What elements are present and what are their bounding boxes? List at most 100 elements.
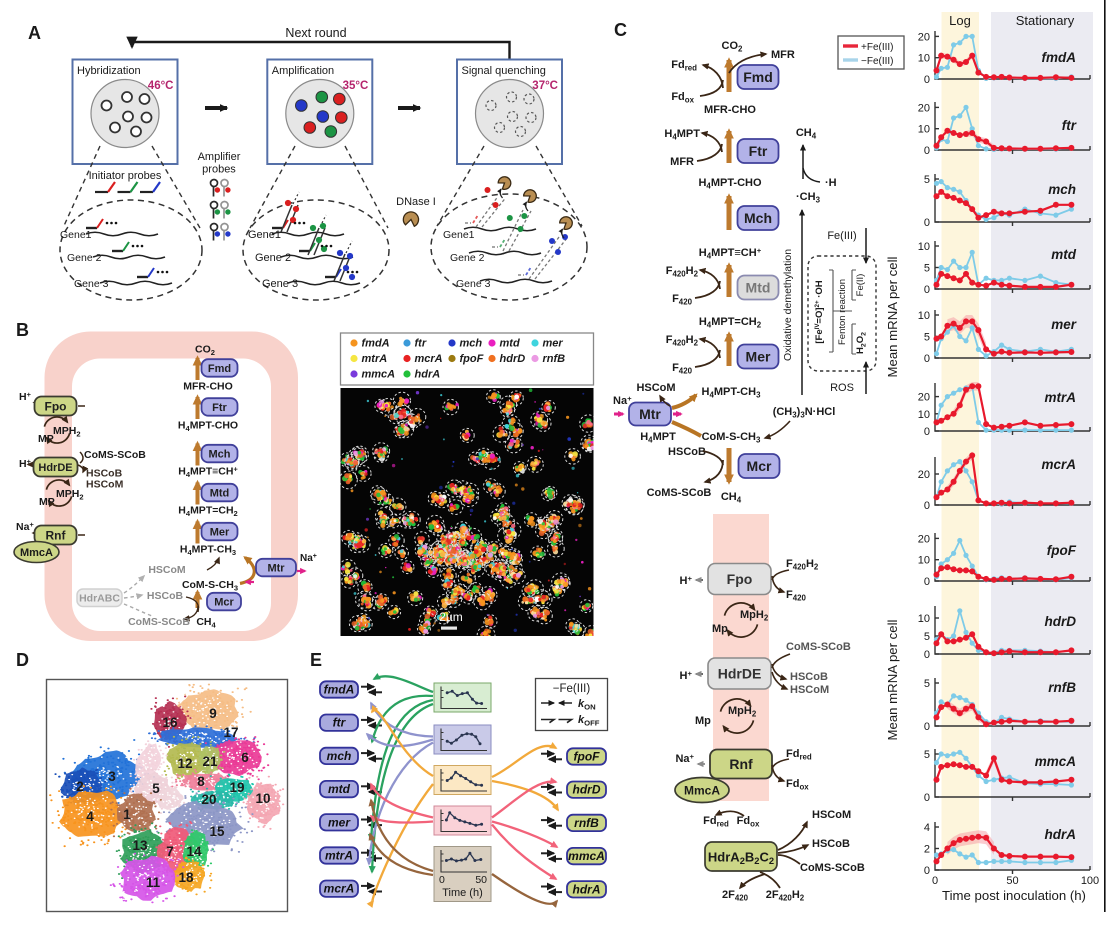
svg-text:Mtr: Mtr (639, 406, 661, 422)
svg-text:Rnf: Rnf (729, 756, 753, 772)
svg-text:D: D (16, 650, 29, 670)
svg-text:0: 0 (924, 426, 930, 438)
svg-text:17: 17 (223, 725, 238, 740)
svg-text:Signal quenching: Signal quenching (462, 65, 546, 77)
svg-text:0: 0 (924, 721, 930, 733)
svg-text:mtrA: mtrA (1044, 390, 1076, 405)
svg-text:20: 20 (918, 469, 930, 481)
svg-text:MFR: MFR (771, 49, 795, 61)
svg-text:11: 11 (146, 875, 161, 890)
svg-text:6: 6 (241, 750, 249, 765)
svg-text:HdrDE: HdrDE (718, 666, 762, 682)
svg-text:Initiator probes: Initiator probes (89, 170, 162, 182)
svg-text:0: 0 (924, 284, 930, 296)
svg-text:HdrABC: HdrABC (79, 593, 120, 605)
svg-text:Mer: Mer (210, 526, 230, 538)
svg-text:5: 5 (924, 631, 930, 643)
svg-text:Gene 3: Gene 3 (74, 278, 109, 290)
svg-text:mch: mch (460, 338, 483, 350)
svg-text:mcrA: mcrA (1041, 457, 1076, 472)
svg-text:Mch: Mch (209, 448, 231, 460)
svg-text:0: 0 (924, 792, 930, 804)
svg-text:50: 50 (1006, 875, 1018, 887)
svg-text:CH4​: CH4​ (721, 491, 742, 505)
svg-text:H4​MPT: H4​MPT (640, 431, 676, 445)
svg-text:37°C: 37°C (532, 80, 558, 92)
svg-text:·H: ·H (825, 177, 837, 189)
svg-text:8: 8 (197, 774, 205, 789)
svg-text:0: 0 (924, 576, 930, 588)
svg-text:ROS: ROS (830, 382, 854, 394)
svg-text:0: 0 (924, 145, 930, 157)
svg-text:MFR-CHO: MFR-CHO (704, 104, 756, 116)
svg-text:H4​MPT: H4​MPT (664, 128, 700, 142)
svg-text:Stationary: Stationary (1016, 13, 1075, 28)
svg-text:H4​MPT=CH2​: H4​MPT=CH2​ (178, 505, 237, 519)
svg-text:Fenton reaction: Fenton reaction (837, 279, 848, 345)
svg-text:fmdA: fmdA (362, 338, 390, 350)
svg-text:+Fe(III): +Fe(III) (861, 42, 894, 53)
svg-text:MmcA: MmcA (20, 547, 53, 559)
svg-text:0: 0 (924, 649, 930, 661)
svg-text:4: 4 (86, 809, 94, 824)
svg-text:0: 0 (924, 74, 930, 86)
svg-text:7: 7 (166, 844, 174, 859)
svg-text:Next round: Next round (285, 26, 346, 40)
svg-text:hdrD: hdrD (1045, 614, 1077, 629)
svg-text:5: 5 (924, 332, 930, 344)
svg-text:10: 10 (918, 124, 930, 136)
svg-text:CoM-S-CH3​: CoM-S-CH3​ (702, 431, 761, 445)
svg-text:Mtd: Mtd (210, 487, 230, 499)
svg-text:mtrA: mtrA (325, 849, 353, 863)
svg-text:H4​MPT-CH3​: H4​MPT-CH3​ (180, 544, 236, 558)
svg-text:CO2​: CO2​ (722, 40, 744, 54)
svg-text:20: 20 (201, 792, 216, 807)
svg-text:Amplification: Amplification (272, 65, 334, 77)
svg-text:mmcA: mmcA (1035, 754, 1076, 769)
svg-text:mer: mer (328, 815, 351, 829)
svg-text:CoM-S-CH3​: CoM-S-CH3​ (182, 579, 238, 593)
svg-text:4: 4 (924, 822, 930, 834)
svg-text:CoMS-SCoB: CoMS-SCoB (800, 862, 865, 874)
svg-text:ftr: ftr (1062, 118, 1077, 133)
svg-text:50: 50 (475, 874, 487, 886)
svg-text:C: C (614, 20, 627, 40)
svg-text:Mean mRNA per cell: Mean mRNA per cell (885, 619, 900, 740)
svg-text:H4​MPT-CHO: H4​MPT-CHO (178, 420, 238, 434)
svg-text:Time post inoculation (h): Time post inoculation (h) (942, 888, 1086, 903)
svg-text:10: 10 (918, 409, 930, 421)
svg-text:Mer: Mer (746, 349, 771, 365)
svg-text:14: 14 (186, 844, 202, 859)
svg-text:Fmd: Fmd (743, 69, 773, 85)
svg-text:H+​: H+​ (19, 390, 31, 403)
svg-text:fpoF: fpoF (460, 353, 484, 365)
svg-text:2µm: 2µm (439, 610, 463, 624)
svg-text:10: 10 (918, 241, 930, 253)
svg-text:46°C: 46°C (148, 80, 174, 92)
svg-text:5: 5 (152, 781, 160, 796)
svg-text:hdrD: hdrD (500, 353, 526, 365)
svg-text:mmcA: mmcA (568, 849, 605, 863)
svg-text:MpH2​: MpH2​ (740, 609, 769, 623)
svg-text:Gene1: Gene1 (443, 229, 475, 241)
svg-text:A: A (28, 23, 41, 43)
svg-text:Fe(II): Fe(II) (855, 274, 866, 297)
svg-text:MmcA: MmcA (684, 784, 720, 798)
svg-text:Ftr: Ftr (212, 402, 227, 414)
svg-text:2: 2 (76, 779, 84, 794)
svg-text:(CH3​)3​N·HCl: (CH3​)3​N·HCl (773, 406, 836, 420)
svg-text:hdrA: hdrA (415, 369, 441, 381)
svg-text:0: 0 (924, 500, 930, 512)
svg-text:H4​MPT≡CH+​: H4​MPT≡CH+​ (178, 465, 238, 480)
svg-text:mmcA: mmcA (362, 369, 396, 381)
svg-text:HSCoB: HSCoB (790, 671, 828, 683)
svg-text:Mch: Mch (744, 210, 772, 226)
svg-text:HSCoB: HSCoB (668, 446, 706, 458)
svg-text:21: 21 (202, 754, 218, 769)
svg-text:5: 5 (924, 263, 930, 275)
svg-text:H4​MPT-CHO: H4​MPT-CHO (698, 177, 762, 191)
svg-text:5: 5 (924, 678, 930, 690)
svg-text:2F420​H2​: 2F420​H2​ (766, 889, 805, 903)
svg-text:Time (h): Time (h) (442, 887, 483, 899)
svg-text:HSCoM: HSCoM (86, 479, 124, 491)
